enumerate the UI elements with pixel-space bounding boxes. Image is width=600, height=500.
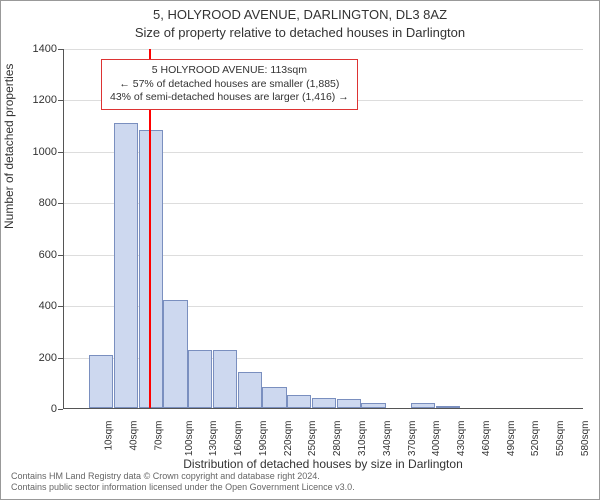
histogram-bar: [213, 350, 237, 408]
x-tick-label: 460sqm: [481, 421, 492, 457]
y-tick-label: 600: [17, 249, 57, 261]
histogram-bar: [163, 300, 187, 408]
x-tick-label: 220sqm: [283, 421, 294, 457]
x-tick-label: 130sqm: [209, 421, 220, 457]
histogram-bar: [114, 123, 138, 408]
x-tick-label: 550sqm: [555, 421, 566, 457]
x-tick-label: 100sqm: [184, 421, 195, 457]
x-tick-label: 370sqm: [407, 421, 418, 457]
histogram-bar: [411, 403, 435, 408]
x-tick-label: 190sqm: [258, 421, 269, 457]
title-subtitle: Size of property relative to detached ho…: [1, 25, 599, 40]
histogram-bar: [89, 355, 113, 408]
annotation-line-2: ← 57% of detached houses are smaller (1,…: [110, 78, 349, 92]
x-tick-label: 580sqm: [580, 421, 591, 457]
x-tick-label: 400sqm: [431, 421, 442, 457]
y-axis-label: Number of detached properties: [2, 64, 16, 229]
annotation-box: 5 HOLYROOD AVENUE: 113sqm ← 57% of detac…: [101, 59, 358, 110]
x-tick-label: 490sqm: [506, 421, 517, 457]
copyright-notice: Contains HM Land Registry data © Crown c…: [11, 471, 355, 493]
x-tick-label: 160sqm: [233, 421, 244, 457]
y-tick-label: 1200: [17, 94, 57, 106]
gridline: [64, 49, 583, 50]
chart-container: 5, HOLYROOD AVENUE, DARLINGTON, DL3 8AZ …: [0, 0, 600, 500]
copyright-line-2: Contains public sector information licen…: [11, 482, 355, 493]
x-tick-label: 310sqm: [357, 421, 368, 457]
y-tick-label: 1000: [17, 146, 57, 158]
x-tick-label: 430sqm: [456, 421, 467, 457]
x-tick-label: 520sqm: [530, 421, 541, 457]
histogram-bar: [312, 398, 336, 408]
histogram-bar: [337, 399, 361, 408]
y-tick-label: 200: [17, 352, 57, 364]
x-tick-label: 70sqm: [153, 421, 164, 451]
annotation-line-1: 5 HOLYROOD AVENUE: 113sqm: [110, 64, 349, 78]
x-tick-label: 340sqm: [382, 421, 393, 457]
title-address: 5, HOLYROOD AVENUE, DARLINGTON, DL3 8AZ: [1, 7, 599, 22]
x-axis-label: Distribution of detached houses by size …: [63, 457, 583, 471]
histogram-bar: [436, 406, 460, 408]
x-tick-label: 280sqm: [332, 421, 343, 457]
annotation-line-3: 43% of semi-detached houses are larger (…: [110, 91, 349, 105]
histogram-bar: [361, 403, 385, 408]
x-tick-label: 10sqm: [104, 421, 115, 451]
y-tick-label: 1400: [17, 43, 57, 55]
histogram-bar: [238, 372, 262, 408]
y-tick-label: 0: [17, 403, 57, 415]
y-tick-label: 400: [17, 300, 57, 312]
x-tick-label: 40sqm: [129, 421, 140, 451]
y-tick-label: 800: [17, 197, 57, 209]
histogram-bar: [287, 395, 311, 408]
copyright-line-1: Contains HM Land Registry data © Crown c…: [11, 471, 355, 482]
histogram-bar: [262, 387, 286, 408]
x-tick-label: 250sqm: [308, 421, 319, 457]
histogram-bar: [188, 350, 212, 408]
